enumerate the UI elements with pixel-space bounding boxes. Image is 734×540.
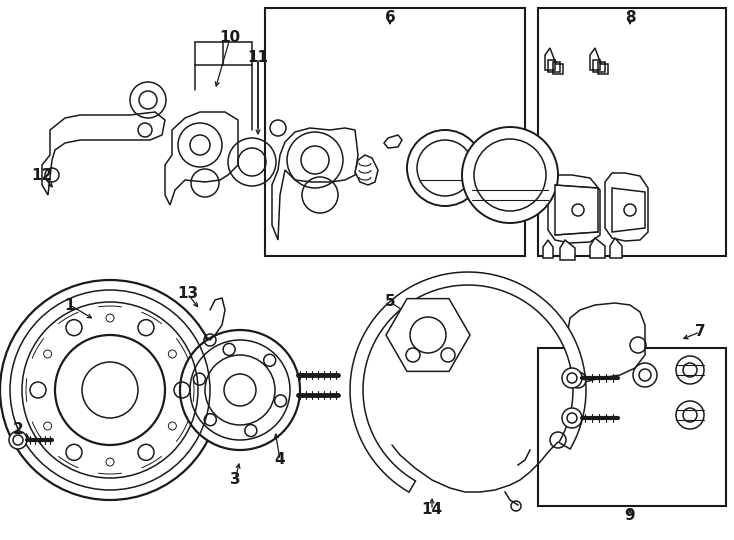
Polygon shape bbox=[545, 48, 563, 74]
Text: 5: 5 bbox=[385, 294, 396, 309]
Polygon shape bbox=[590, 48, 608, 74]
Polygon shape bbox=[612, 188, 645, 232]
Circle shape bbox=[562, 368, 582, 388]
Text: 6: 6 bbox=[385, 10, 396, 25]
Polygon shape bbox=[355, 155, 378, 185]
Circle shape bbox=[676, 401, 704, 429]
Text: 13: 13 bbox=[178, 287, 199, 301]
Circle shape bbox=[180, 330, 300, 450]
Polygon shape bbox=[568, 303, 645, 390]
Text: 14: 14 bbox=[421, 503, 443, 517]
Bar bbox=[538, 8, 726, 256]
Text: 12: 12 bbox=[32, 167, 53, 183]
Text: 2: 2 bbox=[12, 422, 23, 437]
Polygon shape bbox=[384, 135, 402, 148]
Text: 3: 3 bbox=[230, 472, 240, 488]
Text: 8: 8 bbox=[625, 10, 636, 25]
Circle shape bbox=[462, 127, 558, 223]
Circle shape bbox=[633, 363, 657, 387]
Polygon shape bbox=[42, 112, 165, 195]
Circle shape bbox=[562, 408, 582, 428]
Circle shape bbox=[407, 130, 483, 206]
Circle shape bbox=[676, 356, 704, 384]
Polygon shape bbox=[605, 173, 648, 241]
Text: 11: 11 bbox=[247, 51, 269, 65]
Polygon shape bbox=[386, 299, 470, 372]
Circle shape bbox=[270, 120, 286, 136]
Polygon shape bbox=[560, 240, 575, 260]
Polygon shape bbox=[272, 128, 358, 240]
Polygon shape bbox=[165, 112, 238, 205]
Bar bbox=[538, 348, 726, 506]
Polygon shape bbox=[555, 185, 598, 235]
Text: 10: 10 bbox=[219, 30, 241, 45]
Polygon shape bbox=[548, 175, 600, 243]
Circle shape bbox=[0, 280, 220, 500]
Polygon shape bbox=[543, 240, 553, 258]
Polygon shape bbox=[350, 272, 586, 492]
Bar bbox=[265, 8, 525, 256]
Text: 1: 1 bbox=[65, 298, 76, 313]
Text: 7: 7 bbox=[694, 325, 705, 340]
Text: 4: 4 bbox=[275, 453, 286, 468]
Text: 9: 9 bbox=[625, 509, 636, 523]
Circle shape bbox=[9, 431, 27, 449]
Polygon shape bbox=[610, 238, 622, 258]
Polygon shape bbox=[590, 238, 605, 258]
